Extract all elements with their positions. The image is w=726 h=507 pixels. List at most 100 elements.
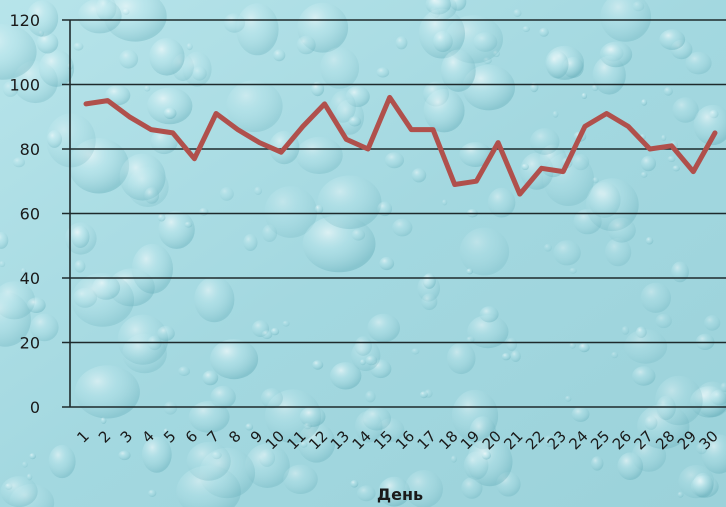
droplet	[38, 49, 75, 87]
y-tick-label: 60	[20, 205, 40, 224]
droplet	[236, 3, 279, 56]
droplet	[295, 136, 343, 174]
droplet	[422, 273, 436, 289]
droplet	[299, 406, 326, 427]
droplet	[367, 313, 401, 343]
droplet	[481, 451, 491, 460]
droplet	[644, 415, 658, 430]
droplet	[26, 297, 46, 314]
droplet	[0, 231, 9, 249]
droplet	[283, 464, 318, 494]
droplet	[656, 395, 676, 421]
droplet	[262, 224, 278, 242]
droplet	[254, 186, 263, 195]
droplet	[186, 441, 231, 481]
droplet	[100, 417, 107, 424]
droplet	[219, 187, 234, 201]
y-axis: 0 20 40 60 80 100 120	[9, 11, 71, 417]
droplet	[317, 175, 382, 230]
y-tick-label: 0	[30, 398, 40, 417]
droplet	[384, 152, 404, 169]
droplet	[621, 326, 630, 335]
droplet	[655, 313, 672, 329]
droplet	[119, 49, 139, 69]
droplet	[671, 261, 689, 283]
droplet	[226, 80, 283, 133]
droplet	[599, 41, 633, 68]
droplet	[659, 29, 686, 50]
droplet	[0, 23, 37, 80]
droplet	[425, 431, 434, 441]
droplet	[0, 476, 38, 507]
droplet	[611, 351, 619, 359]
droplet	[71, 273, 135, 327]
droplet	[645, 236, 654, 245]
droplet	[546, 50, 569, 79]
droplet	[693, 104, 726, 146]
droplet	[118, 450, 131, 461]
droplet	[377, 201, 393, 217]
gridlines	[62, 19, 726, 408]
droplet	[184, 221, 193, 228]
droplet	[282, 320, 290, 327]
droplet	[186, 43, 193, 51]
droplet	[2, 81, 19, 97]
droplet	[210, 339, 259, 380]
droplet	[424, 389, 433, 398]
droplet	[451, 389, 499, 442]
droplet	[258, 449, 276, 467]
droplet	[543, 435, 556, 448]
droplet	[176, 465, 241, 507]
droplet	[591, 456, 604, 471]
droplet	[539, 27, 549, 37]
droplet	[501, 352, 511, 361]
droplet	[163, 428, 169, 435]
droplet	[0, 292, 31, 347]
droplet	[663, 86, 673, 96]
droplet	[543, 243, 552, 252]
y-tick-label: 40	[20, 269, 40, 288]
droplet	[667, 155, 676, 163]
droplet	[362, 406, 391, 431]
droplet	[46, 113, 96, 168]
droplet	[74, 365, 140, 419]
droplet	[320, 47, 360, 89]
droplet	[378, 476, 411, 507]
droplet	[354, 336, 372, 356]
droplet	[678, 464, 715, 499]
droplet	[395, 36, 408, 50]
droplet	[565, 395, 572, 402]
droplet	[163, 401, 178, 415]
droplet	[418, 8, 465, 59]
droplet	[243, 234, 258, 251]
droplet	[411, 168, 427, 183]
droplet	[522, 26, 530, 32]
droplet	[77, 0, 122, 34]
droplet	[296, 35, 316, 55]
droplet	[178, 366, 191, 377]
droplet	[29, 453, 36, 460]
droplet	[592, 177, 599, 184]
y-tick-label: 80	[20, 140, 40, 159]
droplet	[365, 390, 376, 403]
droplet	[466, 268, 474, 275]
droplet	[12, 157, 25, 168]
droplet	[661, 134, 667, 141]
droplet	[147, 87, 193, 125]
droplet	[479, 306, 499, 323]
droplet	[672, 97, 699, 123]
droplet	[157, 325, 175, 341]
droplet	[330, 90, 356, 123]
droplet	[302, 215, 376, 273]
droplet	[578, 343, 590, 353]
droplet	[411, 348, 420, 355]
droplet	[694, 381, 726, 418]
droplet	[148, 489, 157, 497]
droplet	[392, 218, 413, 237]
droplet	[74, 260, 86, 273]
droplet	[607, 217, 636, 243]
droplet	[131, 243, 173, 294]
droplet	[696, 442, 708, 455]
